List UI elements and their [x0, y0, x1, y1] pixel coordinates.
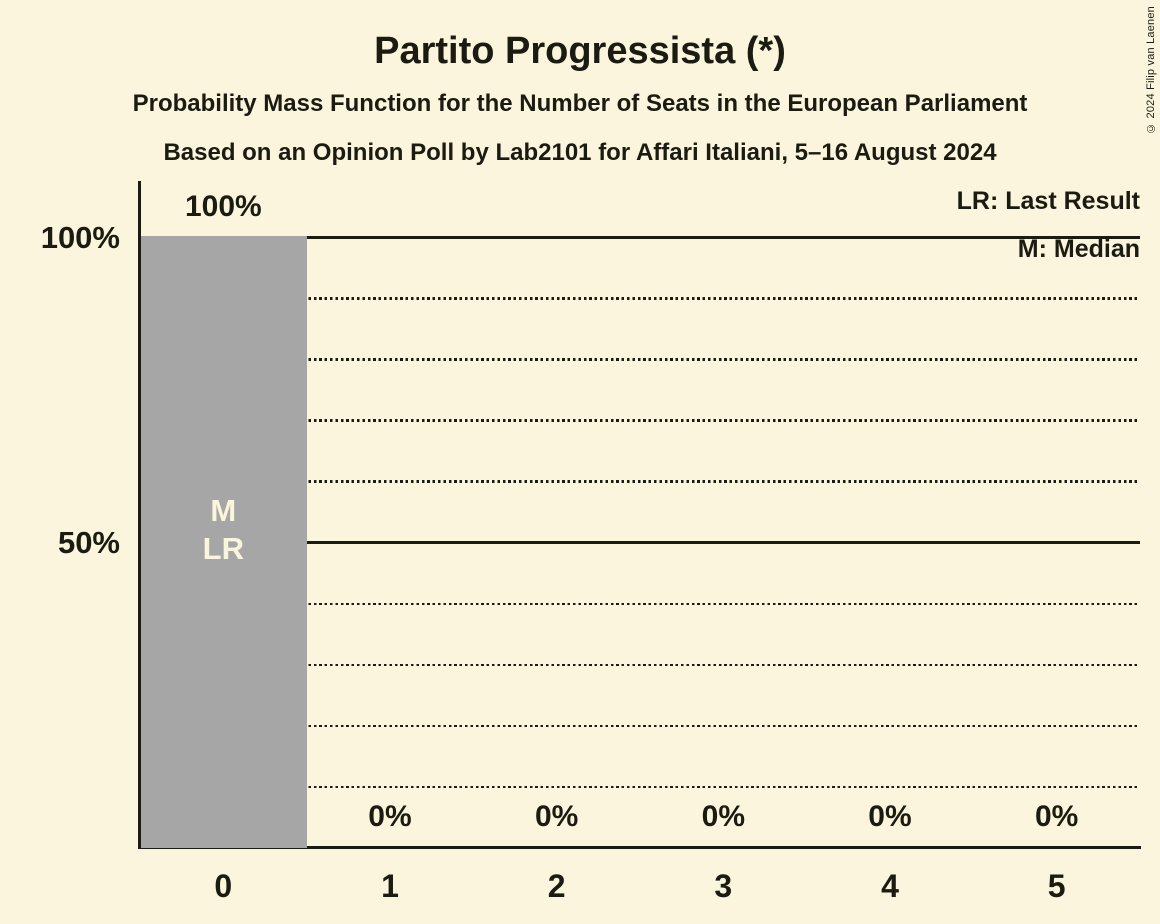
bar-value-label: 0%	[1034, 800, 1079, 833]
x-tick-label-1: 1	[381, 868, 399, 904]
gridline-solid-50pct	[141, 541, 1140, 545]
bar-value-label: 0%	[868, 800, 912, 833]
bar-value-label: 0%	[368, 800, 412, 833]
legend-last-result: LR: Last Result	[956, 187, 1140, 215]
gridline-dotted-10pct	[141, 785, 1140, 789]
bar-seats-0	[141, 236, 307, 848]
gridline-solid-100pct	[141, 236, 1140, 239]
gridline-dotted-20pct	[141, 724, 1140, 728]
x-tick-label-5: 5	[1047, 868, 1066, 904]
gridline-dotted-40pct	[141, 602, 1140, 606]
bar-value-label: 100%	[184, 189, 262, 223]
legend-median: M: Median	[1017, 235, 1140, 263]
bar-median-lastresult-label: M LR	[140, 492, 307, 568]
bar-note-line: LR	[202, 531, 244, 566]
x-tick-label-0: 0	[214, 868, 233, 904]
bar-note-line: M	[210, 493, 237, 528]
gridline-dotted-30pct	[141, 663, 1140, 667]
y-tick-label-50pct: 50%	[57, 524, 120, 560]
chart-subtitle: Probability Mass Function for the Number…	[132, 90, 1028, 117]
x-axis-line	[138, 846, 1141, 849]
bar-value-label: 0%	[534, 800, 579, 833]
y-tick-label-100pct: 100%	[40, 219, 120, 255]
chart-title: Partito Progressista (*)	[374, 30, 786, 72]
bar-value-label: 0%	[701, 800, 745, 833]
y-axis-line	[138, 181, 141, 849]
x-tick-label-4: 4	[881, 868, 899, 904]
gridline-dotted-90pct	[141, 297, 1140, 300]
x-tick-label-2: 2	[547, 868, 566, 904]
gridline-dotted-70pct	[141, 419, 1140, 422]
chart-source-line: Based on an Opinion Poll by Lab2101 for …	[163, 139, 997, 166]
gridline-dotted-80pct	[141, 358, 1140, 361]
gridline-dotted-60pct	[141, 480, 1140, 483]
x-tick-label-3: 3	[714, 868, 733, 904]
copyright-notice: © 2024 Filip van Laenen	[1145, 6, 1157, 134]
